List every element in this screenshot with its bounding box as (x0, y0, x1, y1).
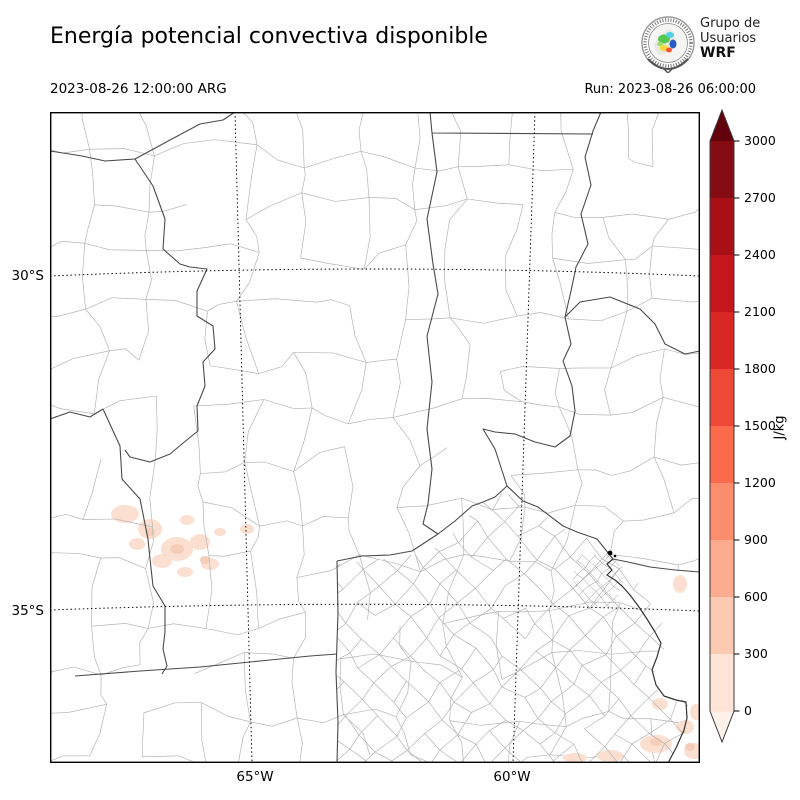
wrf-users-group-logo: Grupo de Usuarios WRF (640, 15, 790, 77)
valid-time-label: 2023-08-26 12:00:00 ARG (50, 81, 227, 97)
graticule-lines (50, 112, 700, 763)
colorbar-tick-label: 2100 (744, 304, 776, 319)
atlantic-coastline (606, 558, 688, 763)
city-marker-small (613, 554, 617, 558)
logo-line-1: Grupo de (700, 16, 761, 31)
page-title: Energía potencial convectiva disponible (50, 24, 488, 49)
colorbar-tick-label: 1500 (744, 418, 776, 433)
colorbar-tick-label: 1200 (744, 475, 776, 490)
colorbar-tick-label: 3000 (744, 133, 776, 148)
xtick-65w: 65°W (236, 769, 274, 785)
map-border (50, 112, 700, 763)
colorbar-tick-label: 2700 (744, 190, 776, 205)
map-plot-area (50, 112, 700, 763)
sea-area (607, 559, 700, 763)
logo-text: Grupo de Usuarios WRF (700, 16, 760, 61)
department-boundaries (50, 112, 700, 763)
colorbar-tick-label: 300 (744, 646, 768, 661)
colorbar-tick-label: 0 (744, 703, 752, 718)
city-marker (607, 550, 613, 556)
colorbar-tick-label: 1800 (744, 361, 776, 376)
province-boundaries (50, 112, 700, 763)
logo-emblem-icon (641, 16, 695, 73)
cape-patch-inland (111, 505, 254, 577)
logo-line-3: WRF (700, 45, 736, 61)
colorbar (709, 108, 740, 744)
ytick-30s: 30°S (11, 268, 45, 284)
cape-patch-coastal (563, 575, 700, 763)
colorbar-tick-label: 2400 (744, 247, 776, 262)
ytick-35s: 35°S (11, 603, 45, 619)
colorbar-tick-label: 600 (744, 589, 768, 604)
run-time-label: Run: 2023-08-26 06:00:00 (584, 82, 756, 97)
colorbar-tick-label: 900 (744, 532, 768, 547)
xtick-60w: 60°W (493, 769, 531, 785)
logo-line-2: Usuarios (700, 31, 757, 46)
